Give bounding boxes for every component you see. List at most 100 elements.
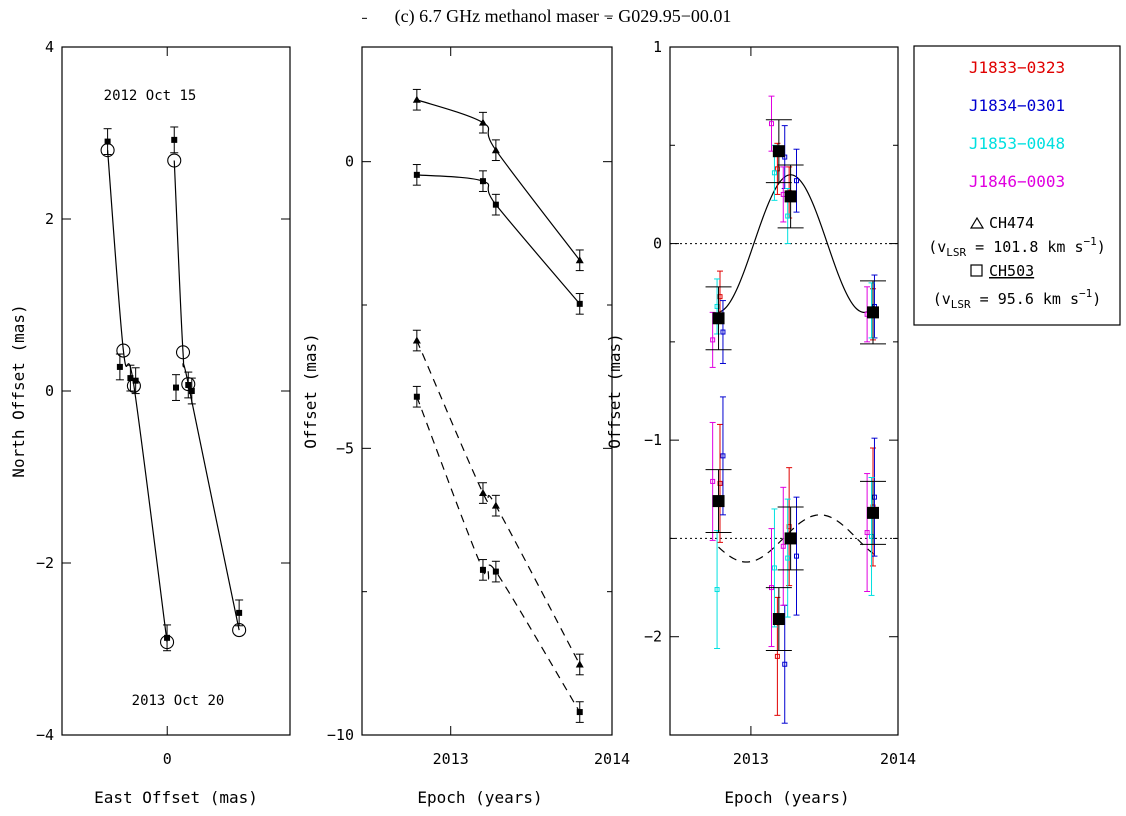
panel-c-source-point-6-2 (785, 555, 791, 561)
panel-b-point-3-2 (492, 568, 499, 575)
panel-a-ytick-label-1: 2 (45, 210, 54, 228)
panel-b-ytick-label-0: 0 (345, 153, 354, 171)
panel-c-xtick-label-1: 2014 (880, 750, 916, 768)
legend-square-icon (970, 264, 983, 277)
panel-c-combined-point-8-2 (784, 190, 797, 203)
panel-a-point-0-4 (164, 634, 171, 641)
panel-c-source-point-2-2 (785, 213, 791, 219)
legend-ch503-name: CH503 (989, 262, 1034, 280)
figure-title: (c) 6.7 GHz methanol maser − G029.95−00.… (395, 6, 732, 27)
panel-b-ylabel: Offset (mas) (301, 333, 320, 449)
panel-a-track-0 (107, 150, 168, 643)
panel-c-parallax-curve-1 (718, 514, 875, 563)
legend-ch474-velocity: (vLSR = 101.8 km s−1) (928, 235, 1106, 259)
panel-c-source-point-3-0 (710, 337, 716, 343)
panel-b-point-0-0 (412, 95, 421, 103)
panel-c-source-point-7-3 (864, 530, 870, 536)
panel-c-source-point-7-0 (710, 478, 716, 484)
panel-a-point-1-2 (185, 381, 192, 388)
panel-a-point-1-4 (236, 609, 243, 616)
panel-c-combined-point-8-1 (772, 145, 785, 158)
panel-b-xlabel: Epoch (years) (417, 788, 542, 807)
panel-c-source-point-5-2 (794, 553, 800, 559)
panel-b-point-3-3 (576, 709, 583, 716)
panel-a-xlabel: East Offset (mas) (94, 788, 258, 807)
panel-a-ytick-label-4: −4 (36, 726, 54, 744)
panel-b-frame (361, 46, 613, 736)
legend-frame (913, 45, 1121, 326)
panel-c-combined-point-9-1 (772, 613, 785, 626)
panel-b-point-3-1 (479, 566, 486, 573)
panel-b-ytick-label-2: −10 (327, 726, 354, 744)
legend-triangle-icon (969, 216, 985, 229)
panel-c-combined-point-8-3 (866, 306, 879, 319)
panel-a-point-1-0 (171, 136, 178, 143)
panel-c-source-point-0-1 (774, 166, 780, 172)
panel-parallax-residuals: 1 0 −1 −2 2013 2014 (644, 38, 916, 768)
panel-b-point-2-0 (412, 336, 421, 344)
panel-c-source-point-4-2 (786, 524, 792, 530)
panel-a-point-1-1 (173, 384, 179, 391)
panel-a-model-point-0-1 (116, 343, 131, 358)
panel-a-model-point-1-0 (167, 153, 182, 168)
panel-a-xtick-label-0: 0 (163, 750, 172, 768)
panel-a-ylabel: North Offset (mas) (9, 304, 28, 477)
legend-source-4: J1846−0003 (969, 172, 1065, 191)
panel-b-ytick-label-1: −5 (336, 439, 354, 457)
legend-source-2: J1834−0301 (969, 96, 1065, 115)
panel-c-source-point-2-1 (771, 170, 777, 176)
panel-b-xtick-label-0: 2013 (433, 750, 469, 768)
panel-c-frame (669, 46, 899, 736)
panel-a-point-0-2 (127, 375, 134, 382)
panel-b-xtick-label-1: 2014 (594, 750, 630, 768)
epoch-annotation-start: 2012 Oct 15 (104, 88, 197, 104)
panel-c-ylabel: Offset (mas) (605, 333, 624, 449)
panel-a-track-1 (173, 160, 240, 631)
panel-c-source-point-5-0 (720, 453, 726, 459)
panel-a-ytick-label-3: −2 (36, 554, 54, 572)
panel-c-source-point-3-1 (768, 121, 774, 127)
panel-c-source-point-4-1 (774, 653, 780, 659)
panel-b-point-1-3 (576, 300, 583, 307)
panel-c-source-point-6-1 (771, 565, 777, 571)
panel-c-source-point-1-0 (720, 329, 726, 335)
panel-b-point-1-0 (413, 171, 420, 178)
panel-c-combined-point-9-0 (712, 495, 725, 508)
panel-c-source-point-5-3 (871, 494, 877, 500)
panel-b-series-line-2 (416, 340, 581, 665)
panel-c-source-point-4-0 (717, 480, 723, 486)
panel-b-series-line-0 (416, 99, 581, 261)
panel-c-source-point-1-2 (794, 178, 800, 184)
panel-b-point-0-2 (491, 146, 500, 154)
panel-c-source-point-2-0 (714, 303, 720, 309)
panel-b-point-1-1 (479, 178, 486, 185)
panel-b-point-1-2 (492, 201, 499, 208)
panel-c-combined-point-8-0 (712, 312, 725, 325)
panel-c-source-point-5-1 (782, 661, 788, 667)
panel-east-north: 4 2 0 −2 −4 0 (36, 38, 290, 768)
panel-c-ytick-label-0: 1 (653, 38, 662, 56)
panel-a-ytick-label-2: 0 (45, 382, 54, 400)
panel-c-source-point-6-0 (714, 587, 720, 593)
panel-c-combined-point-9-2 (784, 532, 797, 545)
panel-c-ytick-label-2: −1 (644, 431, 662, 449)
legend: J1833−0323 J1834−0301 J1853−0048 J1846−0… (913, 45, 1121, 326)
panel-b-point-0-3 (575, 256, 584, 264)
epoch-annotation-end: 2013 Oct 20 (132, 693, 225, 709)
legend-source-3: J1853−0048 (969, 134, 1065, 153)
panel-c-combined-point-9-3 (866, 506, 879, 519)
legend-ch503-velocity: (vLSR = 95.6 km s−1) (933, 287, 1102, 311)
panel-a-point-0-0 (104, 138, 111, 145)
panel-offset-epoch: 0 −5 −10 2013 2014 (327, 17, 630, 768)
panel-b-point-2-2 (491, 501, 500, 509)
legend-source-1: J1833−0323 (969, 58, 1065, 77)
legend-ch474-name: CH474 (989, 214, 1034, 232)
panel-c-ytick-label-3: −2 (644, 628, 662, 646)
panel-c-ytick-label-1: 0 (653, 235, 662, 253)
panel-b-point-0-1 (478, 118, 487, 126)
panel-a-model-point-1-1 (175, 345, 191, 360)
panel-b-point-2-1 (478, 489, 487, 497)
panel-c-source-point-7-2 (780, 543, 786, 549)
panel-b-series-line-1 (416, 174, 581, 305)
